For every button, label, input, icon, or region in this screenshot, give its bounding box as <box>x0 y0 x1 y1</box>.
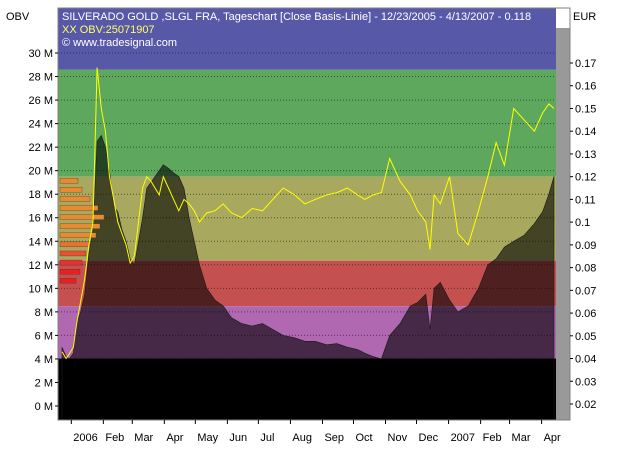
volume-profile-bars <box>59 178 105 284</box>
x-tick-label: Feb <box>105 432 124 444</box>
right-tick-label: 0.16 <box>575 81 596 93</box>
left-tick-label: 28 M <box>29 72 53 84</box>
right-tick-label: 0.03 <box>575 376 596 388</box>
right-scale-strip <box>556 28 570 420</box>
x-tick-label: Nov <box>388 432 408 444</box>
x-tick-label: Jul <box>260 432 274 444</box>
volume-profile-bar <box>59 205 99 211</box>
left-tick-label: 12 M <box>29 260 53 272</box>
x-tick-label: Jun <box>229 432 247 444</box>
x-tick-label: Sep <box>324 432 344 444</box>
x-tick-label: Apr <box>166 432 183 444</box>
left-axis-label: OBV <box>6 11 30 23</box>
price-line <box>61 67 555 360</box>
plot-frame <box>57 7 571 421</box>
right-tick-label: 0.06 <box>575 308 596 320</box>
volume-profile-bar <box>59 223 101 229</box>
right-tick-label: 0.14 <box>575 126 596 138</box>
volume-profile-bar <box>59 214 105 220</box>
volume-profile-bar <box>59 187 83 193</box>
x-tick-label: Apr <box>544 432 561 444</box>
left-tick-label: 18 M <box>29 189 53 201</box>
right-tick-label: 0.1 <box>575 217 590 229</box>
left-tick-label: 4 M <box>35 354 53 366</box>
obv-legend: XX OBV:25071907 <box>62 24 155 36</box>
volume-profile-bar <box>59 178 79 184</box>
left-tick-label: 8 M <box>35 307 53 319</box>
right-tick-label: 0.05 <box>575 331 596 343</box>
left-tick-label: 22 M <box>29 142 53 154</box>
left-tick-label: 24 M <box>29 119 53 131</box>
left-tick-label: 14 M <box>29 236 53 248</box>
x-tick-label: Oct <box>355 432 372 444</box>
volume-profile-bar <box>59 268 81 275</box>
copyright: © www.tradesignal.com <box>62 37 177 49</box>
right-tick-label: 0.12 <box>575 172 596 184</box>
volume-profile-bar <box>59 259 83 266</box>
x-tick-label: Dec <box>419 432 439 444</box>
right-tick-label: 0.11 <box>575 194 596 206</box>
volume-profile-bar <box>59 232 97 238</box>
left-tick-label: 0 M <box>35 401 53 413</box>
right-tick-label: 0.17 <box>575 58 596 70</box>
band-zone-2 <box>58 176 556 261</box>
volume-profile-bar <box>59 196 91 202</box>
left-tick-label: 16 M <box>29 213 53 225</box>
left-tick-label: 10 M <box>29 283 53 295</box>
left-axis-ticks: 0 M 2 M 4 M 6 M 8 M 10 M 12 M 14 M 16 M 18 M 20 M 2… <box>29 48 58 413</box>
x-tick-label: Aug <box>292 432 312 444</box>
volume-profile-bar <box>59 250 87 257</box>
chart-title: SILVERADO GOLD ,SLGL FRA, Tageschart [Cl… <box>62 11 531 23</box>
right-tick-label: 0.08 <box>575 263 596 275</box>
x-tick-label: Mar <box>134 432 153 444</box>
right-tick-label: 0.07 <box>575 285 596 297</box>
x-tick-label: Feb <box>483 432 502 444</box>
right-axis-label: EUR <box>573 11 596 23</box>
x-tick-label: 2006 <box>73 432 97 444</box>
band-zone-0 <box>58 8 556 70</box>
left-tick-label: 2 M <box>35 377 53 389</box>
x-axis-ticks: 2006 Feb Mar Apr May Jun Jul Aug Sep Oct Nov Dec 200… <box>70 420 561 444</box>
x-tick-label: May <box>197 432 218 444</box>
left-tick-label: 6 M <box>35 330 53 342</box>
right-tick-label: 0.04 <box>575 354 596 366</box>
left-tick-label: 26 M <box>29 95 53 107</box>
right-tick-label: 0.13 <box>575 149 596 161</box>
volume-profile-bar <box>59 278 77 284</box>
right-tick-label: 0.15 <box>575 103 596 115</box>
volume-profile-bar <box>59 241 91 248</box>
left-tick-label: 30 M <box>29 48 53 60</box>
left-tick-label: 20 M <box>29 166 53 178</box>
x-tick-label: Mar <box>512 432 531 444</box>
right-tick-label: 0.02 <box>575 399 596 411</box>
right-tick-label: 0.09 <box>575 240 596 252</box>
right-axis-ticks: 0.02 0.03 0.04 0.05 0.06 0.07 0.08 0.09 0.1 0.11 0… <box>570 58 596 411</box>
x-tick-label: 2007 <box>451 432 475 444</box>
